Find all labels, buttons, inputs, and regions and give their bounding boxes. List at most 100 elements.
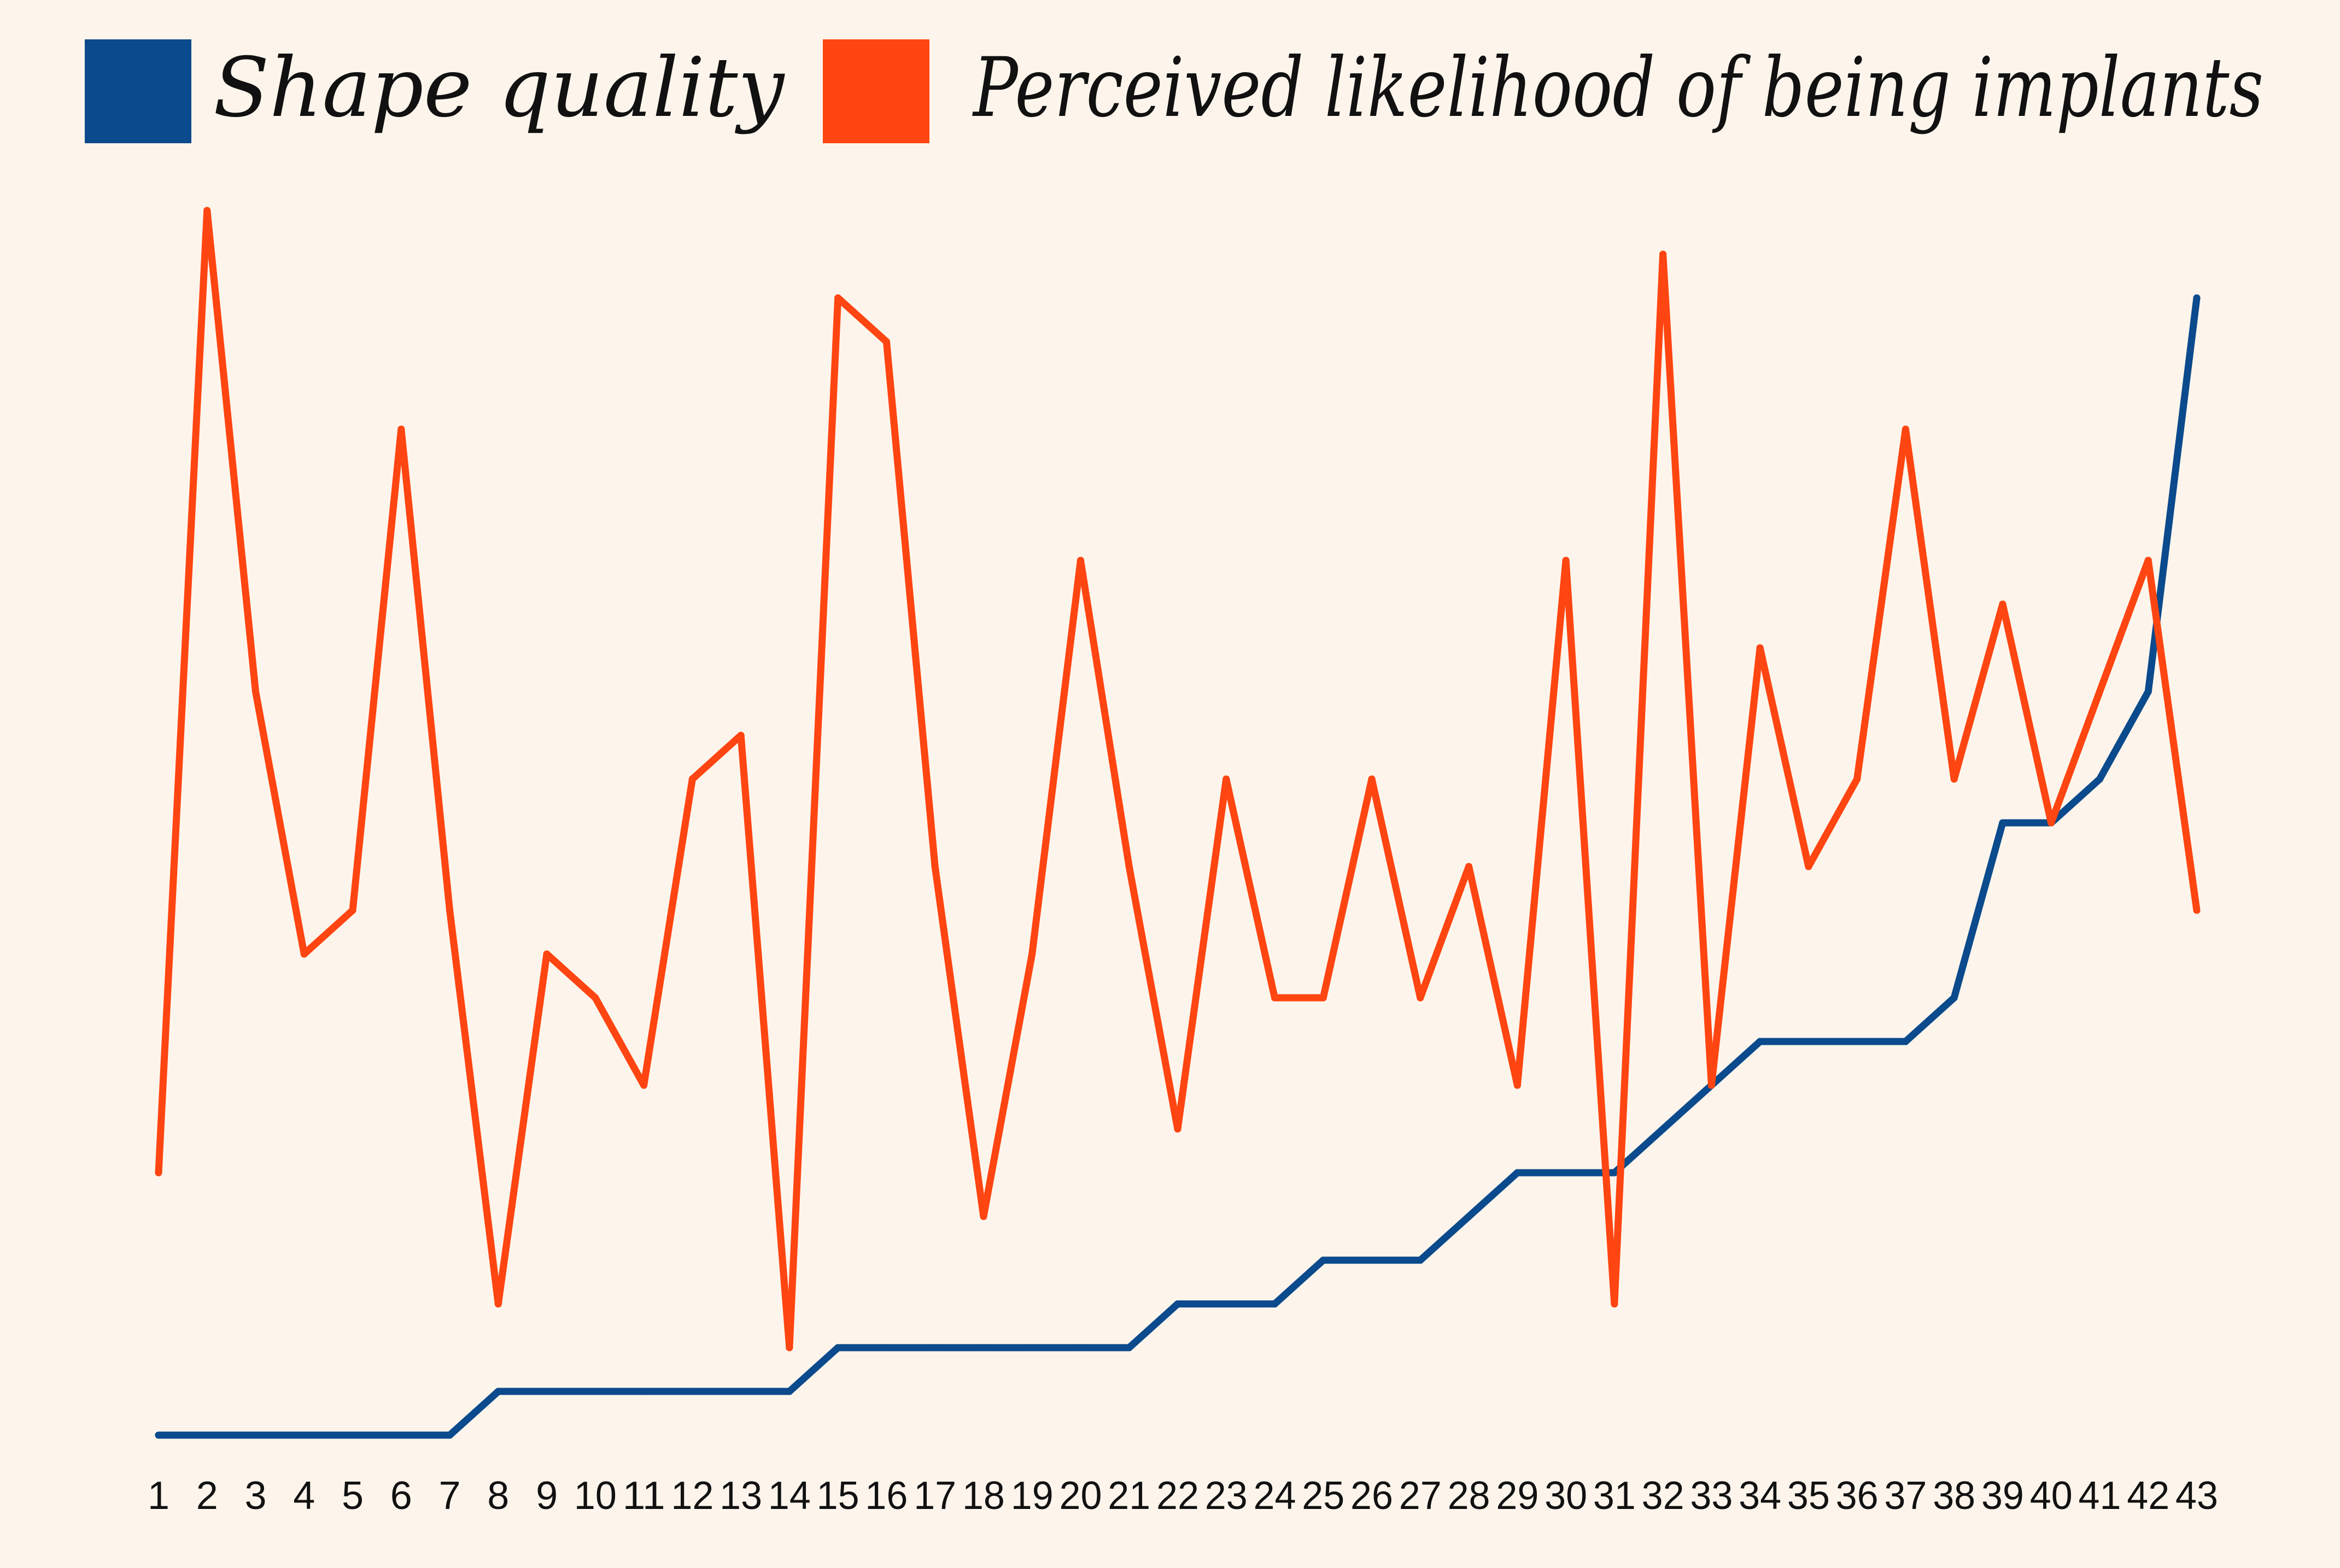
line-segment-perceived-likelihood-of-being-implants-27-28	[1417, 863, 1473, 1002]
x-axis-ticks: 1 2 3 4 5 6 7 8 9 10 11 12 13 14 15 16 17 18 19 20 21 22 23 24 2…	[148, 1474, 2218, 1518]
x-tick-label-35: 35	[1787, 1474, 1830, 1518]
data-point-shape-quality-2	[203, 1431, 211, 1439]
x-tick-label-27: 27	[1399, 1474, 1442, 1518]
data-point-shape-quality-8	[494, 1388, 502, 1395]
x-tick-label-11: 11	[623, 1474, 665, 1518]
x-tick-label-7: 7	[439, 1474, 461, 1518]
line-segment-perceived-likelihood-of-being-implants-25-26	[1319, 775, 1376, 1002]
data-point-perceived-likelihood-of-being-implants-3	[252, 688, 260, 695]
data-point-shape-quality-15	[834, 1344, 842, 1351]
line-segment-perceived-likelihood-of-being-implants-8-9	[494, 950, 551, 1308]
series-perceived-likelihood-of-being-implants	[155, 207, 2201, 1351]
data-point-perceived-likelihood-of-being-implants-35	[1805, 863, 1812, 870]
line-segment-perceived-likelihood-of-being-implants-42-43	[2144, 557, 2201, 914]
data-point-shape-quality-25	[1319, 1256, 1327, 1264]
line-segment-perceived-likelihood-of-being-implants-18-19	[980, 950, 1036, 1220]
data-point-perceived-likelihood-of-being-implants-28	[1465, 863, 1473, 870]
line-segment-perceived-likelihood-of-being-implants-1-2	[155, 207, 211, 1177]
data-point-perceived-likelihood-of-being-implants-40	[2048, 819, 2055, 827]
data-point-shape-quality-34	[1756, 1038, 1764, 1045]
data-point-perceived-likelihood-of-being-implants-11	[640, 1081, 648, 1089]
line-segment-perceived-likelihood-of-being-implants-11-12	[640, 775, 696, 1089]
data-point-shape-quality-12	[688, 1388, 696, 1395]
data-point-shape-quality-26	[1368, 1256, 1376, 1264]
line-segment-perceived-likelihood-of-being-implants-40-41	[2048, 688, 2103, 827]
data-point-shape-quality-19	[1028, 1344, 1036, 1351]
line-segment-shape-quality-27-28	[1417, 1213, 1473, 1264]
data-point-perceived-likelihood-of-being-implants-39	[1999, 600, 2006, 608]
data-point-shape-quality-16	[882, 1344, 890, 1351]
data-point-perceived-likelihood-of-being-implants-43	[2193, 906, 2201, 914]
data-point-perceived-likelihood-of-being-implants-15	[834, 294, 842, 302]
x-tick-label-31: 31	[1593, 1474, 1636, 1518]
data-point-shape-quality-27	[1417, 1256, 1424, 1264]
line-segment-perceived-likelihood-of-being-implants-6-7	[397, 425, 454, 914]
x-tick-label-32: 32	[1642, 1474, 1684, 1518]
data-point-shape-quality-6	[397, 1431, 405, 1439]
legend: Shape quality Perceived likelihood of be…	[85, 39, 2263, 143]
x-tick-label-30: 30	[1545, 1474, 1587, 1518]
line-segment-perceived-likelihood-of-being-implants-32-33	[1659, 250, 1715, 1089]
x-tick-label-26: 26	[1350, 1474, 1393, 1518]
series-shape-quality	[155, 294, 2201, 1439]
x-tick-label-39: 39	[1981, 1474, 2024, 1518]
data-point-perceived-likelihood-of-being-implants-13	[737, 732, 745, 739]
data-point-shape-quality-21	[1125, 1344, 1133, 1351]
data-point-shape-quality-3	[252, 1431, 260, 1439]
legend-swatch-perceived-likelihood	[823, 39, 929, 143]
plot-area	[155, 207, 2201, 1439]
data-point-shape-quality-5	[349, 1431, 356, 1439]
x-tick-label-14: 14	[768, 1474, 811, 1518]
x-tick-label-10: 10	[574, 1474, 617, 1518]
data-point-perceived-likelihood-of-being-implants-20	[1077, 557, 1084, 564]
data-point-perceived-likelihood-of-being-implants-42	[2144, 557, 2152, 564]
data-point-shape-quality-4	[300, 1431, 308, 1439]
x-tick-label-16: 16	[865, 1474, 908, 1518]
data-point-perceived-likelihood-of-being-implants-8	[494, 1300, 502, 1308]
data-point-perceived-likelihood-of-being-implants-41	[2096, 688, 2103, 695]
data-point-perceived-likelihood-of-being-implants-37	[1902, 425, 1909, 433]
data-point-shape-quality-9	[543, 1388, 551, 1395]
x-tick-label-24: 24	[1254, 1474, 1296, 1518]
legend-label-shape-quality: Shape quality	[213, 40, 786, 136]
data-point-perceived-likelihood-of-being-implants-26	[1368, 775, 1376, 783]
data-point-perceived-likelihood-of-being-implants-21	[1125, 863, 1133, 870]
data-point-shape-quality-14	[786, 1388, 793, 1395]
line-segment-perceived-likelihood-of-being-implants-12-13	[688, 732, 745, 783]
line-segment-perceived-likelihood-of-being-implants-23-24	[1222, 775, 1279, 1002]
x-tick-label-34: 34	[1739, 1474, 1781, 1518]
line-segment-shape-quality-24-25	[1271, 1256, 1327, 1308]
line-segment-perceived-likelihood-of-being-implants-31-32	[1611, 250, 1667, 1308]
x-tick-label-28: 28	[1448, 1474, 1490, 1518]
data-point-shape-quality-11	[640, 1388, 648, 1395]
legend-label-perceived-likelihood: Perceived likelihood of being implants	[972, 40, 2263, 136]
x-tick-label-12: 12	[671, 1474, 713, 1518]
data-point-perceived-likelihood-of-being-implants-33	[1707, 1081, 1715, 1089]
line-segment-perceived-likelihood-of-being-implants-30-31	[1562, 557, 1618, 1308]
line-segment-perceived-likelihood-of-being-implants-21-22	[1125, 863, 1181, 1133]
x-tick-label-6: 6	[390, 1474, 412, 1518]
data-point-shape-quality-18	[980, 1344, 987, 1351]
line-segment-perceived-likelihood-of-being-implants-16-17	[882, 338, 939, 870]
data-point-perceived-likelihood-of-being-implants-2	[203, 207, 211, 214]
x-tick-label-8: 8	[487, 1474, 509, 1518]
data-point-perceived-likelihood-of-being-implants-5	[349, 906, 356, 914]
x-tick-label-19: 19	[1011, 1474, 1054, 1518]
line-segment-perceived-likelihood-of-being-implants-26-27	[1368, 775, 1424, 1002]
data-point-shape-quality-42	[2144, 688, 2152, 695]
data-point-perceived-likelihood-of-being-implants-27	[1417, 994, 1424, 1002]
data-point-perceived-likelihood-of-being-implants-1	[155, 1169, 162, 1177]
line-segment-perceived-likelihood-of-being-implants-19-20	[1028, 557, 1084, 958]
line-segment-shape-quality-7-8	[446, 1388, 502, 1439]
data-point-perceived-likelihood-of-being-implants-18	[980, 1213, 987, 1220]
line-segment-perceived-likelihood-of-being-implants-15-16	[834, 294, 890, 346]
data-point-shape-quality-36	[1853, 1038, 1861, 1045]
line-segment-perceived-likelihood-of-being-implants-41-42	[2096, 557, 2152, 695]
line-segment-shape-quality-41-42	[2096, 688, 2152, 783]
data-point-shape-quality-38	[1950, 994, 1958, 1002]
data-point-shape-quality-39	[1999, 819, 2006, 827]
data-point-perceived-likelihood-of-being-implants-14	[786, 1344, 793, 1351]
data-point-perceived-likelihood-of-being-implants-4	[300, 950, 308, 958]
data-point-shape-quality-43	[2193, 294, 2201, 302]
x-tick-label-13: 13	[719, 1474, 762, 1518]
